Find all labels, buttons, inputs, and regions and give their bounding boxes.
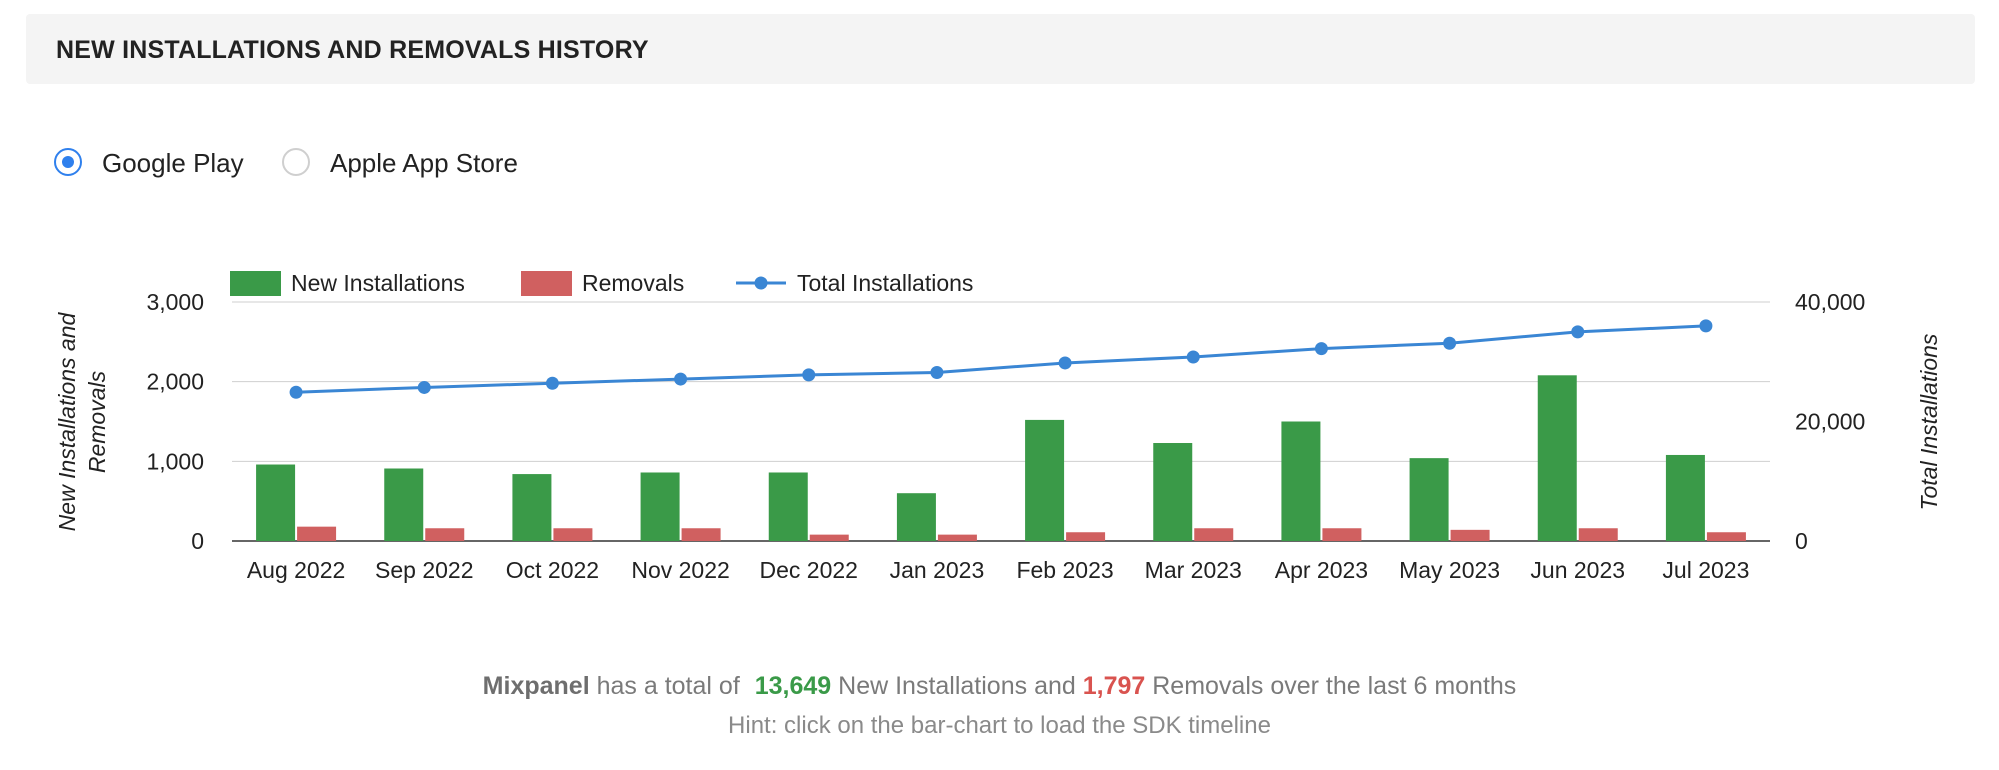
x-tick-label: Dec 2022 — [760, 557, 858, 583]
bar-new-installations[interactable] — [768, 472, 808, 541]
bar-removals[interactable] — [1450, 529, 1490, 541]
bar-removals[interactable] — [1322, 528, 1362, 541]
bar-new-installations[interactable] — [256, 464, 296, 541]
bar-removals[interactable] — [297, 526, 337, 541]
legend-swatch-marker — [754, 276, 768, 290]
legend-swatch — [230, 271, 281, 296]
bar-removals[interactable] — [681, 528, 721, 541]
x-tick-label: Jun 2023 — [1530, 557, 1625, 583]
bar-removals[interactable] — [937, 534, 977, 541]
radio-apple-app-store[interactable]: Apple App Store — [282, 147, 542, 181]
radio-selected-icon[interactable] — [54, 148, 82, 176]
point-total-installations[interactable] — [1058, 356, 1072, 370]
point-total-installations[interactable] — [289, 385, 303, 399]
bar-new-installations[interactable] — [1153, 443, 1193, 541]
x-tick-label: Aug 2022 — [247, 557, 345, 583]
y-tick-label: 0 — [191, 528, 204, 554]
x-tick-label: Mar 2023 — [1145, 557, 1242, 583]
summary-app-name: Mixpanel — [482, 672, 590, 700]
legend-swatch — [521, 271, 572, 296]
x-tick-label: Sep 2022 — [375, 557, 473, 583]
bar-removals[interactable] — [1194, 528, 1234, 541]
x-tick-label: Jan 2023 — [890, 557, 985, 583]
bar-removals[interactable] — [1578, 528, 1618, 541]
summary-removals: 1,797 — [1082, 672, 1146, 700]
bar-new-installations[interactable] — [640, 472, 680, 541]
summary-pre-text: has a total of — [596, 672, 740, 700]
series-line-total-installations — [296, 324, 1706, 394]
summary-text: Mixpanel has a total of 13,649 New Insta… — [0, 672, 1999, 701]
x-tick-label: Feb 2023 — [1016, 557, 1113, 583]
x-tick-label: Apr 2023 — [1275, 557, 1368, 583]
y-axis-label: New Installations and Removals — [54, 311, 110, 531]
x-tick-label: Jul 2023 — [1662, 557, 1749, 583]
point-total-installations[interactable] — [1186, 350, 1200, 364]
legend-label: Total Installations — [797, 270, 973, 296]
summary-mid-text: New Installations and — [838, 672, 1076, 700]
installations-chart[interactable]: 0 1,000 2,000 3,000 0 20,000 40,000 New Install… — [0, 250, 1999, 630]
point-total-installations[interactable] — [545, 376, 559, 390]
radio-unselected-icon[interactable] — [282, 148, 310, 176]
legend-label: Removals — [582, 270, 684, 296]
y-tick-label: 1,000 — [146, 448, 204, 474]
radio-google-play[interactable]: Google Play — [54, 147, 264, 181]
summary-new-installations: 13,649 — [754, 672, 832, 700]
point-total-installations[interactable] — [1443, 336, 1457, 350]
y-tick-label: 2,000 — [146, 369, 204, 395]
point-total-installations[interactable] — [1314, 342, 1328, 356]
point-total-installations[interactable] — [674, 372, 688, 386]
bar-removals[interactable] — [809, 534, 849, 541]
radio-label-google-play: Google Play — [102, 148, 244, 178]
radio-dot-icon — [62, 156, 74, 168]
bar-new-installations[interactable] — [1537, 375, 1577, 541]
radio-label-apple-app-store: Apple App Store — [330, 148, 518, 178]
bar-new-installations[interactable] — [896, 493, 936, 541]
bar-new-installations[interactable] — [384, 468, 424, 541]
y-tick-label: 3,000 — [146, 289, 204, 315]
y2-tick-label: 20,000 — [1795, 409, 1865, 435]
summary-post-text: Removals over the last 6 months — [1152, 672, 1517, 700]
section-header: NEW INSTALLATIONS AND REMOVALS HISTORY — [26, 14, 1975, 84]
point-total-installations[interactable] — [1699, 319, 1713, 333]
y2-axis-label: Total Installations — [1916, 333, 1942, 510]
legend-label: New Installations — [291, 270, 465, 296]
bar-removals[interactable] — [553, 528, 593, 541]
x-tick-label: May 2023 — [1399, 557, 1500, 583]
point-total-installations[interactable] — [930, 366, 944, 380]
bar-new-installations[interactable] — [1281, 421, 1321, 542]
x-tick-label: Nov 2022 — [631, 557, 729, 583]
x-tick-label: Oct 2022 — [506, 557, 599, 583]
bar-removals[interactable] — [425, 528, 465, 541]
point-total-installations[interactable] — [417, 380, 431, 394]
y2-tick-label: 40,000 — [1795, 289, 1865, 315]
bar-new-installations[interactable] — [1665, 454, 1705, 541]
bar-removals[interactable] — [1706, 532, 1746, 541]
bar-removals[interactable] — [1066, 532, 1106, 541]
y2-tick-label: 0 — [1795, 528, 1808, 554]
point-total-installations[interactable] — [802, 368, 816, 382]
bar-new-installations[interactable] — [1409, 458, 1449, 541]
section-title: NEW INSTALLATIONS AND REMOVALS HISTORY — [56, 36, 649, 64]
bar-new-installations[interactable] — [1025, 419, 1065, 541]
bar-new-installations[interactable] — [512, 474, 552, 541]
point-total-installations[interactable] — [1571, 325, 1585, 339]
hint-text: Hint: click on the bar-chart to load the… — [728, 712, 1271, 739]
